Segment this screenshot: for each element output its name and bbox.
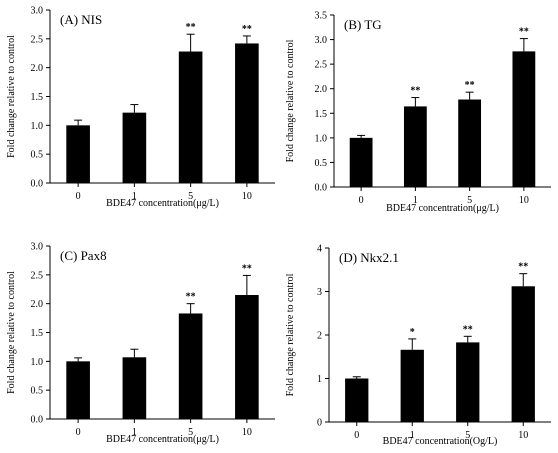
y-tick-label: 2.0 (31, 299, 44, 310)
y-axis-label: Fold change relative to control (285, 273, 296, 396)
bar (458, 99, 482, 187)
x-tick-label: 1 (132, 191, 137, 202)
y-tick-label: 3.0 (315, 35, 328, 46)
significance-mark: ** (242, 263, 252, 274)
y-tick-label: 2.0 (315, 84, 328, 95)
y-tick-label: 4 (317, 244, 322, 255)
chart-panel-pax8: 0.0 0.5 1.0 1.5 2.0 2.5 3.0 0 1 ** 5 ** 10 (C) Pax8 BD… (6, 242, 275, 445)
bar (122, 357, 147, 419)
x-tick-label: 0 (354, 430, 359, 441)
y-tick-label: 2 (317, 331, 322, 342)
y-tick-label: 2.5 (31, 270, 44, 281)
y-tick-label: 3 (317, 287, 322, 298)
y-tick-label: 1 (317, 374, 322, 385)
significance-mark: ** (186, 22, 196, 33)
bar (345, 378, 369, 422)
y-tick-label: 0.0 (315, 183, 328, 194)
y-tick-label: 1.0 (31, 121, 44, 132)
y-axis-label: Fold change relative to control (6, 35, 17, 158)
y-axis-label: Fold change relative to control (6, 271, 17, 394)
x-tick-label: 1 (132, 427, 137, 438)
y-tick-label: 1.5 (31, 328, 44, 339)
y-tick-label: 1.5 (31, 92, 44, 103)
y-tick-label: 2.5 (315, 60, 328, 71)
bar (511, 286, 535, 422)
chart-title: (A) NIS (60, 12, 102, 27)
significance-mark: * (410, 327, 415, 338)
x-tick-label: 5 (188, 191, 193, 202)
bar (122, 112, 147, 183)
significance-mark: ** (518, 262, 528, 273)
bar (66, 125, 90, 183)
significance-mark: ** (410, 86, 420, 97)
bar (349, 137, 373, 187)
x-tick-label: 10 (242, 191, 252, 202)
chart-title: (D) Nkx2.1 (339, 250, 399, 265)
y-tick-label: 0.0 (31, 179, 44, 190)
x-axis-label: BDE47 concentration(μg/L) (106, 198, 219, 209)
x-tick-label: 0 (76, 191, 81, 202)
x-tick-label: 10 (242, 427, 252, 438)
x-axis-label: BDE47 concentration(μg/L) (106, 434, 219, 445)
x-tick-label: 0 (76, 427, 81, 438)
bar (512, 51, 536, 187)
y-tick-label: 3.0 (31, 6, 44, 17)
chart-panel-nkx2-1: 0 1 2 3 4 0 * 1 ** 5 ** 10 (D) Nkx2.1 BDE47 concentra… (285, 244, 551, 447)
y-tick-label: 3.0 (31, 242, 44, 253)
bar (456, 342, 480, 422)
x-tick-label: 5 (467, 195, 472, 206)
y-tick-label: 0.5 (31, 386, 44, 397)
y-tick-label: 0.5 (315, 158, 328, 169)
y-tick-label: 2.0 (31, 63, 44, 74)
y-tick-label: 1.0 (315, 133, 328, 144)
x-tick-label: 1 (410, 430, 415, 441)
y-tick-label: 3.5 (315, 11, 328, 22)
chart-panel-nis: 0.0 0.5 1.0 1.5 2.0 2.5 3.0 0 1 ** 5 ** 10 (A) NIS BDE… (6, 6, 275, 209)
x-tick-label: 10 (518, 430, 528, 441)
y-tick-label: 2.5 (31, 34, 44, 45)
bar (235, 295, 259, 419)
bar (403, 106, 427, 187)
bar (178, 313, 203, 419)
bar (178, 51, 203, 183)
y-tick-label: 0.0 (31, 415, 44, 426)
y-tick-label: 0 (317, 418, 322, 429)
significance-mark: ** (465, 80, 475, 91)
y-tick-label: 0.5 (31, 150, 44, 161)
x-tick-label: 0 (359, 195, 364, 206)
x-tick-label: 5 (465, 430, 470, 441)
bar (400, 349, 424, 422)
significance-mark: ** (186, 292, 196, 303)
x-axis-label: BDE47 concentration(Og/L) (383, 436, 498, 447)
x-tick-label: 10 (519, 195, 529, 206)
significance-mark: ** (242, 24, 252, 35)
bar (66, 361, 90, 419)
x-axis-label: BDE47 concentration(μg/L) (386, 203, 499, 214)
bar (235, 43, 259, 183)
significance-mark: ** (463, 324, 473, 335)
y-tick-label: 1.0 (31, 357, 44, 368)
y-tick-label: 1.5 (315, 109, 328, 120)
chart-panel-tg: 0.0 0.5 1.0 1.5 2.0 2.5 3.0 3.5 0 ** 1 ** 5 ** 10 (B) T… (285, 11, 551, 214)
chart-title: (C) Pax8 (60, 248, 107, 263)
x-tick-label: 5 (188, 427, 193, 438)
x-tick-label: 1 (413, 195, 418, 206)
y-axis-label: Fold change relative to control (285, 39, 296, 162)
chart-title: (B) TG (344, 17, 382, 32)
significance-mark: ** (519, 27, 529, 38)
